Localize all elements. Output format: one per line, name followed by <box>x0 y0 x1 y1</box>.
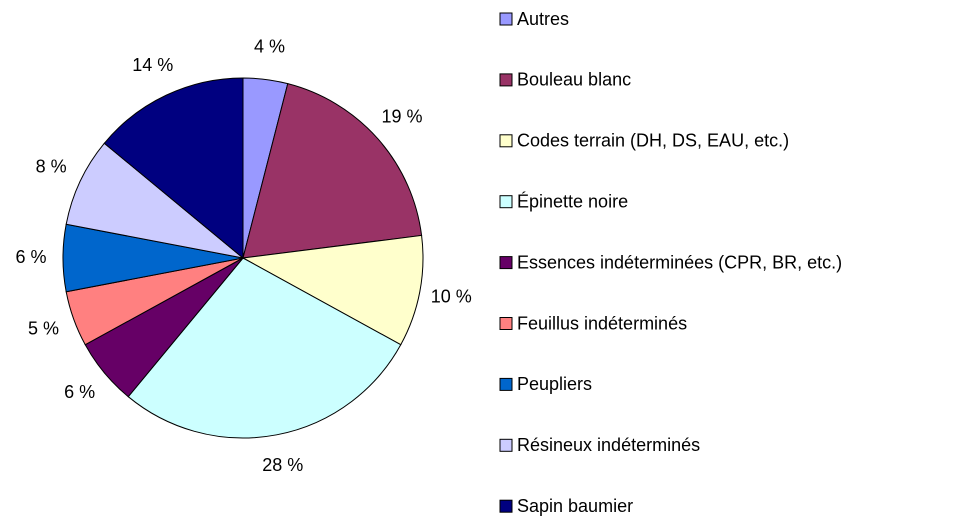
legend-swatch <box>499 438 513 452</box>
data-label: 8 % <box>36 156 67 176</box>
data-label: 28 % <box>262 455 303 475</box>
pie-slice <box>103 77 244 260</box>
legend-swatch <box>499 317 513 330</box>
pie-slice <box>242 83 423 259</box>
data-label: 4 % <box>254 36 285 56</box>
data-label: 14 % <box>132 55 173 75</box>
legend-label: Résineux indéterminés <box>517 435 700 455</box>
legend-label: Feuillus indéterminés <box>517 313 687 333</box>
pie-slice <box>127 257 402 439</box>
pie-slice <box>241 234 424 346</box>
legend-label: Codes terrain (DH, DS, EAU, etc.) <box>517 131 789 151</box>
pie-slice <box>65 142 244 259</box>
legend-swatch <box>499 134 513 148</box>
legend-label: Épinette noire <box>517 191 628 211</box>
legend-swatch <box>499 73 513 87</box>
legend-label: Autres <box>517 9 569 29</box>
legend-swatch <box>499 195 513 209</box>
legend-label: Peupliers <box>517 374 592 394</box>
legend-swatch <box>499 377 513 391</box>
data-label: 10 % <box>431 286 472 306</box>
legend-label: Essences indéterminées (CPR, BR, etc.) <box>517 252 842 272</box>
legend-label: Bouleau blanc <box>517 70 631 90</box>
data-label: 6 % <box>64 382 95 402</box>
data-label: 6 % <box>15 247 46 267</box>
data-label: 19 % <box>382 107 423 127</box>
legend-label: Sapin baumier <box>517 496 633 516</box>
legend-swatch <box>499 499 513 513</box>
legend-swatch <box>499 12 513 26</box>
legend-swatch <box>499 256 513 270</box>
data-label: 5 % <box>28 319 59 339</box>
